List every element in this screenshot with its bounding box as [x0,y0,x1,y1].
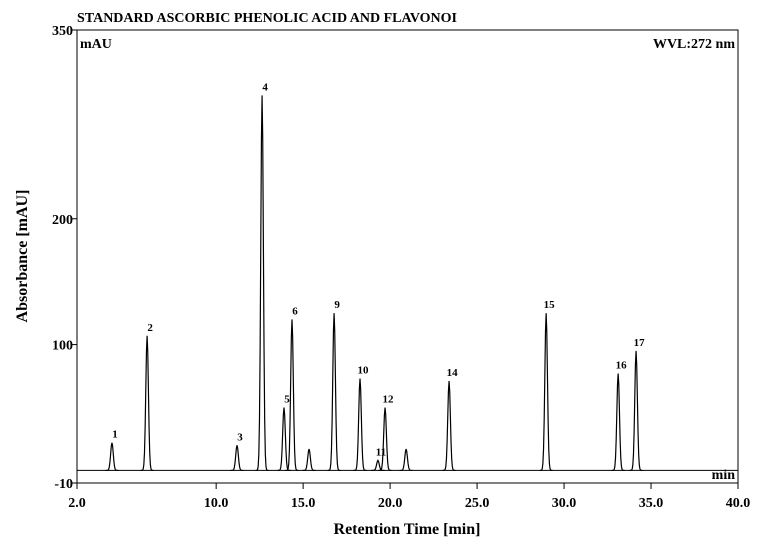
chart-title: STANDARD ASCORBIC PHENOLIC ACID AND FLAV… [77,11,457,26]
x-tick-label: 30.0 [552,496,577,511]
peak [629,350,643,472]
peak-label: 2 [147,322,153,334]
peak-label: 3 [237,431,243,443]
peak-label: 12 [383,394,395,406]
peak [371,459,385,472]
peak [442,381,456,472]
peak [277,407,291,472]
x-tick-label: 25.0 [465,496,490,511]
x-tick-label: 20.0 [378,496,403,511]
y-tick-label: -10 [54,477,73,492]
peak [285,319,299,472]
peak [302,448,316,472]
peak [105,442,119,472]
x-axis-label: Retention Time [min] [334,521,481,538]
x-tick-label: 10.0 [204,496,229,511]
peak-label: 5 [284,394,290,406]
peak [539,313,553,472]
peak [611,373,625,472]
x-unit: min [712,468,736,483]
plot-frame [76,29,739,484]
y-tick-label: 200 [52,213,73,228]
x-tick-label: 40.0 [726,496,751,511]
x-tick-label: 35.0 [639,496,664,511]
peak-label: 17 [634,337,646,349]
peak [378,407,392,472]
peak-label: 10 [358,365,370,377]
peak [399,448,413,472]
peak [230,445,244,472]
y-unit: mAU [80,37,112,52]
peak-label: 11 [376,446,386,458]
peak-label: 16 [616,360,628,372]
peak-label: 15 [544,299,556,311]
peak-label: 1 [112,429,118,441]
peak [140,335,154,472]
wavelength: WVL:272 nm [653,37,735,52]
peak-label: 9 [334,299,340,311]
peak-label: 4 [262,81,268,93]
y-tick-label: 350 [52,24,73,39]
peak [353,378,367,472]
x-tick-label: 15.0 [291,496,316,511]
x-tick-label: 2.0 [68,496,86,511]
y-tick-label: 100 [52,339,73,354]
y-axis-label: Absorbance [mAU] [14,190,31,323]
peak-label: 14 [447,367,459,379]
peak [327,313,341,472]
peak-label: 6 [292,305,298,317]
peak [255,95,269,472]
